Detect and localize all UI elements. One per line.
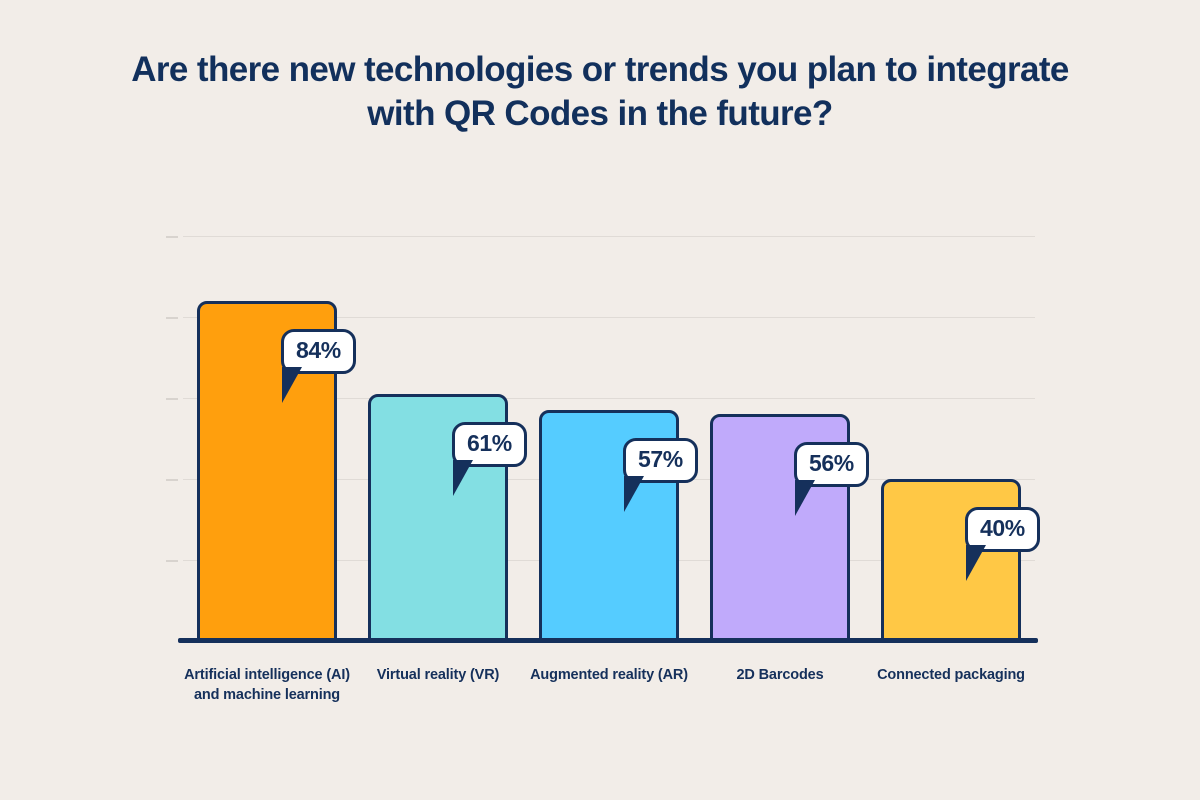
x-axis-category-label: Artificial intelligence (AI) and machine … — [175, 666, 359, 705]
callout-tail — [624, 475, 644, 512]
data-label-value: 57% — [638, 446, 683, 473]
data-label-callout: 56% — [794, 442, 869, 516]
category-label-line: Connected packaging — [877, 667, 1025, 683]
y-axis-tick-mark — [166, 236, 178, 238]
data-label-value: 40% — [980, 515, 1025, 541]
y-axis-tick-mark — [166, 398, 178, 400]
category-label-line: and machine learning — [193, 686, 341, 703]
x-axis-category-label: Connected packaging — [859, 666, 1043, 686]
x-axis-category-label: Virtual reality (VR) — [346, 666, 530, 686]
chart-title-line-1: Are there new technologies or trends you… — [131, 50, 1069, 89]
data-label-callout: 57% — [623, 438, 698, 512]
data-label-callout: 61% — [452, 421, 527, 496]
category-label-line: Augmented reality (AR) — [530, 667, 688, 683]
gridline — [183, 398, 1035, 399]
x-axis-category-label: Augmented reality (AR) — [517, 666, 701, 686]
y-axis-tick-mark — [166, 560, 178, 562]
category-label-line: Virtual reality (VR) — [376, 667, 500, 683]
gridline — [183, 236, 1035, 237]
callout-tail — [282, 366, 302, 403]
callout-tail — [795, 479, 815, 516]
y-axis-tick-mark — [166, 479, 178, 481]
data-label-value: 56% — [809, 450, 854, 477]
data-label-value: 61% — [467, 429, 512, 456]
callout-tail — [966, 544, 986, 581]
callout-tail — [453, 459, 473, 496]
data-label-value: 84% — [296, 336, 341, 363]
bar[interactable] — [881, 479, 1021, 641]
category-label-line: Artificial intelligence (AI) — [184, 667, 350, 683]
data-label-callout: 40% — [965, 507, 1040, 581]
category-label-line: 2D Barcodes — [736, 667, 824, 683]
y-axis-tick-mark — [166, 317, 178, 319]
x-axis-category-label: 2D Barcodes — [688, 666, 872, 686]
gridline — [183, 317, 1035, 318]
chart-title: Are there new technologies or trends you… — [70, 48, 1130, 136]
data-label-callout: 84% — [281, 328, 356, 403]
chart-title-line-2: with QR Codes in the future? — [367, 93, 833, 133]
